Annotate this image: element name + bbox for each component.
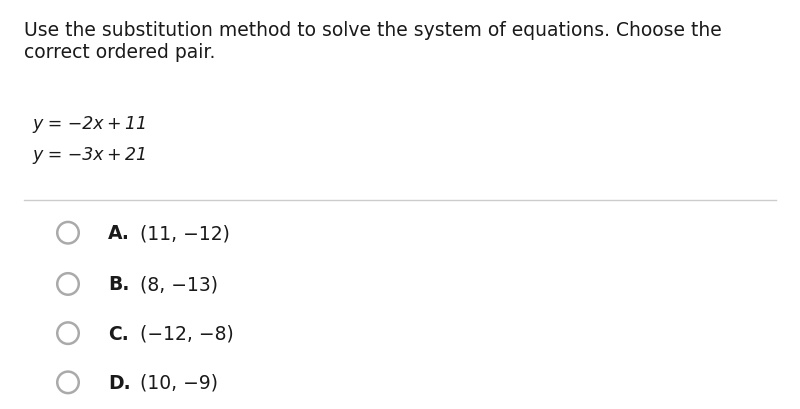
Text: (8, −13): (8, −13) bbox=[140, 275, 218, 294]
Text: A.: A. bbox=[108, 224, 130, 243]
Text: C.: C. bbox=[108, 324, 129, 343]
Text: (10, −9): (10, −9) bbox=[140, 373, 218, 392]
Text: (11, −12): (11, −12) bbox=[140, 224, 230, 243]
Text: D.: D. bbox=[108, 373, 130, 392]
Text: correct ordered pair.: correct ordered pair. bbox=[24, 43, 215, 62]
Text: y = −3x + 21: y = −3x + 21 bbox=[32, 145, 147, 163]
Text: Use the substitution method to solve the system of equations. Choose the: Use the substitution method to solve the… bbox=[24, 20, 722, 39]
Text: y = −2x + 11: y = −2x + 11 bbox=[32, 115, 147, 133]
Text: (−12, −8): (−12, −8) bbox=[140, 324, 234, 343]
Text: B.: B. bbox=[108, 275, 130, 294]
